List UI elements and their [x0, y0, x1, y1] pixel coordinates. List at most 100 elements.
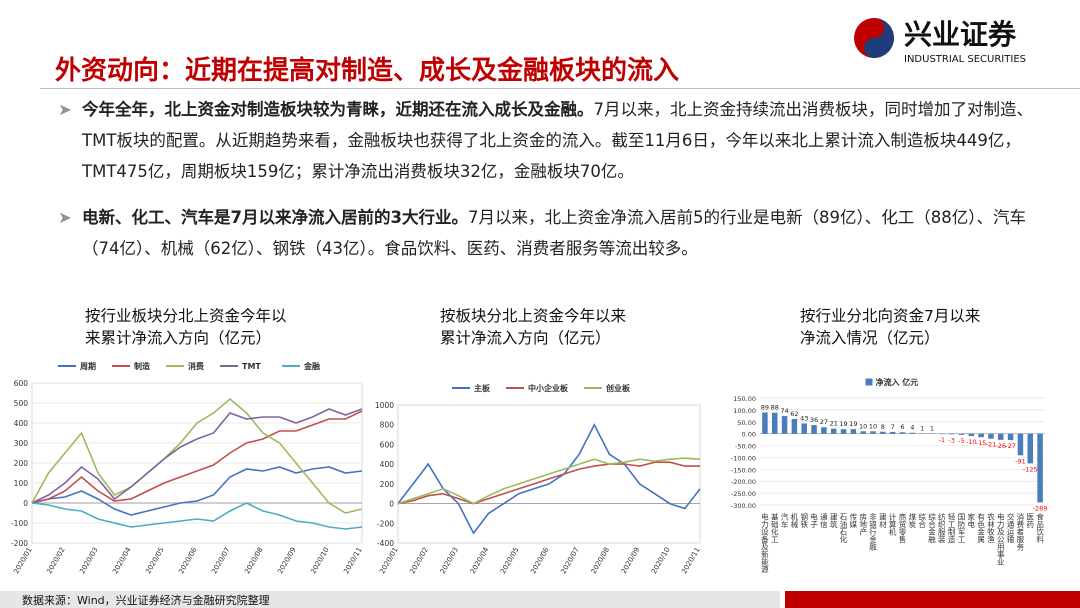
data-label: -5 — [958, 437, 964, 445]
bar — [1017, 433, 1024, 456]
y-tick-label: 1000 — [375, 401, 394, 410]
y-tick-label: -400 — [377, 539, 394, 548]
x-tick-label: 2020/05 — [144, 546, 165, 575]
x-tick-label: 2020/03 — [78, 546, 99, 575]
legend-label: 周期 — [80, 361, 96, 371]
x-tick-label: 2020/11 — [342, 546, 363, 575]
text: 7月以来，北上资金净流入居前5的行业是电新（89亿）、化工（88亿）、汽车（74… — [82, 208, 1026, 258]
bar — [919, 433, 925, 434]
y-tick-label: -200 — [377, 519, 394, 528]
bar — [801, 423, 807, 434]
bar — [762, 412, 768, 434]
logo-subtitle: INDUSTRIAL SECURITIES — [904, 54, 1026, 65]
logo: 兴业证券 INDUSTRIAL SECURITIES — [854, 18, 1026, 65]
x-tick-label: 2020/03 — [439, 546, 460, 575]
x-tick-label: 交通运输 — [1006, 512, 1015, 545]
x-tick-label: 建材 — [878, 512, 887, 529]
data-label: -27 — [1005, 442, 1016, 450]
x-tick-label: 综合金融 — [927, 512, 936, 545]
footer-bar — [0, 591, 780, 608]
bullet: ➤ — [58, 100, 72, 119]
bar — [880, 431, 886, 434]
bar — [889, 432, 896, 434]
x-tick-label: 2020/01 — [12, 546, 33, 575]
x-tick-label: 纺织服装 — [937, 512, 946, 545]
x-tick-label: 2020/06 — [529, 546, 551, 576]
bar — [978, 433, 984, 438]
title-line: 来累计净流入方向（亿元） — [85, 329, 272, 347]
legend-label: 主板 — [474, 383, 491, 393]
x-tick-label: 2020/05 — [499, 546, 520, 575]
lead: 电新、化工、汽车是7月以来净流入居前的3大行业。 — [82, 208, 468, 227]
bar — [1027, 433, 1034, 464]
y-tick-label: -200.00 — [731, 478, 756, 486]
x-tick-label: 房地产 — [858, 512, 867, 537]
y-tick-label: 600 — [14, 379, 29, 388]
x-tick-label: 2020/11 — [680, 546, 701, 575]
y-tick-label: 150.00 — [733, 395, 756, 403]
bullet: ➤ — [58, 208, 72, 227]
bar — [958, 433, 965, 435]
data-label: -26 — [995, 442, 1006, 450]
bar — [988, 433, 994, 439]
y-tick-label: 0 — [23, 499, 28, 508]
bar — [860, 431, 866, 434]
x-tick-label: 2020/10 — [309, 546, 330, 575]
data-label: 1 — [920, 424, 924, 432]
x-tick-label: 有色金属 — [976, 512, 985, 545]
y-tick-label: 0 — [389, 500, 394, 509]
x-tick-label: 煤炭 — [908, 512, 917, 530]
data-label: 74 — [780, 407, 788, 415]
x-tick-label: 轻工制造 — [947, 512, 956, 545]
data-label: 1 — [930, 424, 934, 432]
logo-mark — [864, 18, 894, 58]
y-tick-label: 0.00 — [742, 431, 756, 439]
x-tick-label: 非银行金融 — [868, 512, 877, 552]
y-tick-label: 300 — [14, 439, 29, 448]
x-tick-label: 2020/10 — [650, 546, 671, 575]
chart: -400 -200 0 200 400 600 800 1000 主板 中小企业板 创业板 2020/… — [375, 383, 702, 576]
x-tick-label: 机械 — [790, 512, 799, 530]
legend-label: 创业板 — [605, 383, 631, 393]
x-tick-label: 2020/04 — [111, 546, 133, 576]
bar — [939, 433, 945, 435]
chart: -200 -100 0 100 200 300 400 500 600 周期 制造 消费 TMT 金融 20… — [11, 361, 364, 576]
bar — [830, 428, 837, 434]
y-tick-label: -100 — [11, 519, 28, 528]
x-tick-label: 国防军工 — [957, 513, 966, 544]
y-tick-label: -300.00 — [731, 502, 756, 510]
x-tick-label: 综合 — [917, 512, 926, 530]
x-tick-label: 2020/04 — [469, 546, 491, 576]
divider — [40, 88, 1080, 89]
paragraph: ➤ 电新、化工、汽车是7月以来净流入居前的3大行业。7月以来，北上资金净流入居前5… — [58, 202, 1058, 264]
x-tick-label: 2020/08 — [243, 546, 264, 575]
x-tick-label: 2020/09 — [620, 546, 641, 575]
y-tick-label: -100.00 — [731, 454, 756, 462]
data-label: 36 — [810, 416, 818, 424]
x-tick-label: 基础化工 — [770, 512, 779, 544]
x-tick-label: 医药 — [1026, 513, 1035, 530]
slide-title: 外资动向：近期在提高对制造、成长及金融板块的流入 — [55, 56, 680, 86]
bar — [811, 425, 817, 434]
series-line — [31, 410, 363, 504]
data-label: 10 — [859, 422, 867, 430]
y-tick-label: 500 — [14, 399, 29, 408]
bar — [771, 412, 778, 434]
x-tick-label: 2020/08 — [590, 546, 611, 575]
series-line — [397, 422, 701, 535]
chart-title: 按行业板块分北上资金今年以 来累计净流入方向（亿元） — [85, 305, 287, 349]
data-label: 10 — [869, 422, 877, 430]
series-line — [31, 408, 363, 504]
y-tick-label: -250.00 — [731, 490, 756, 498]
y-tick-label: 50.00 — [737, 419, 756, 427]
title-line: 按行业分北向资金7月以来 — [800, 307, 981, 325]
bar — [968, 433, 975, 437]
bar — [870, 431, 876, 434]
data-label: 43 — [800, 414, 808, 422]
bar — [909, 432, 916, 434]
legend-label: 中小企业板 — [528, 383, 569, 393]
bar — [1007, 433, 1014, 441]
text: 7月以来，北上资金持续流出消费板块，同时增加了对制造、TMT板块的配置。从近期趋… — [82, 100, 1033, 181]
paragraph: ➤ 今年全年，北上资金对制造板块较为青睐，近期还在流入成长及金融。7月以来，北上资… — [58, 94, 1058, 187]
data-label: 62 — [790, 410, 798, 418]
